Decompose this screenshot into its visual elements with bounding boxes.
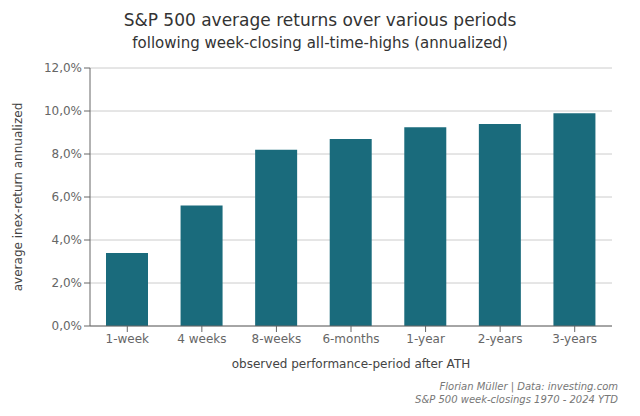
svg-text:6,0%: 6,0% — [52, 190, 83, 204]
html-text:following week-closing all-tim: following week-closing all-time-highs (a… — [132, 34, 508, 52]
svg-text:4 weeks: 4 weeks — [177, 332, 226, 346]
svg-text:0,0%: 0,0% — [52, 319, 83, 333]
svg-text:average inex-return annualized: average inex-return annualized — [11, 103, 25, 291]
html-text:Florian Müller | Data: investi: Florian Müller | Data: investing.com — [439, 381, 618, 392]
svg-text:2-years: 2-years — [478, 332, 523, 346]
svg-text:10,0%: 10,0% — [44, 104, 82, 118]
svg-text:6-months: 6-months — [322, 332, 379, 346]
html-text:S&P 500 average returns over v: S&P 500 average returns over various per… — [123, 10, 517, 30]
svg-text:3-years: 3-years — [552, 332, 597, 346]
svg-text:1-year: 1-year — [406, 332, 445, 346]
svg-text:8,0%: 8,0% — [52, 147, 83, 161]
svg-text:12,0%: 12,0% — [44, 61, 82, 75]
html-text:S&P 500 week-closings 1970 - 2: S&P 500 week-closings 1970 - 2024 YTD — [415, 394, 618, 405]
svg-text:8-weeks: 8-weeks — [252, 332, 302, 346]
svg-text:1-week: 1-week — [106, 332, 150, 346]
svg-text:4,0%: 4,0% — [52, 233, 83, 247]
svg-text:observed performance-period af: observed performance-period after ATH — [232, 357, 471, 371]
svg-text:2,0%: 2,0% — [52, 276, 83, 290]
